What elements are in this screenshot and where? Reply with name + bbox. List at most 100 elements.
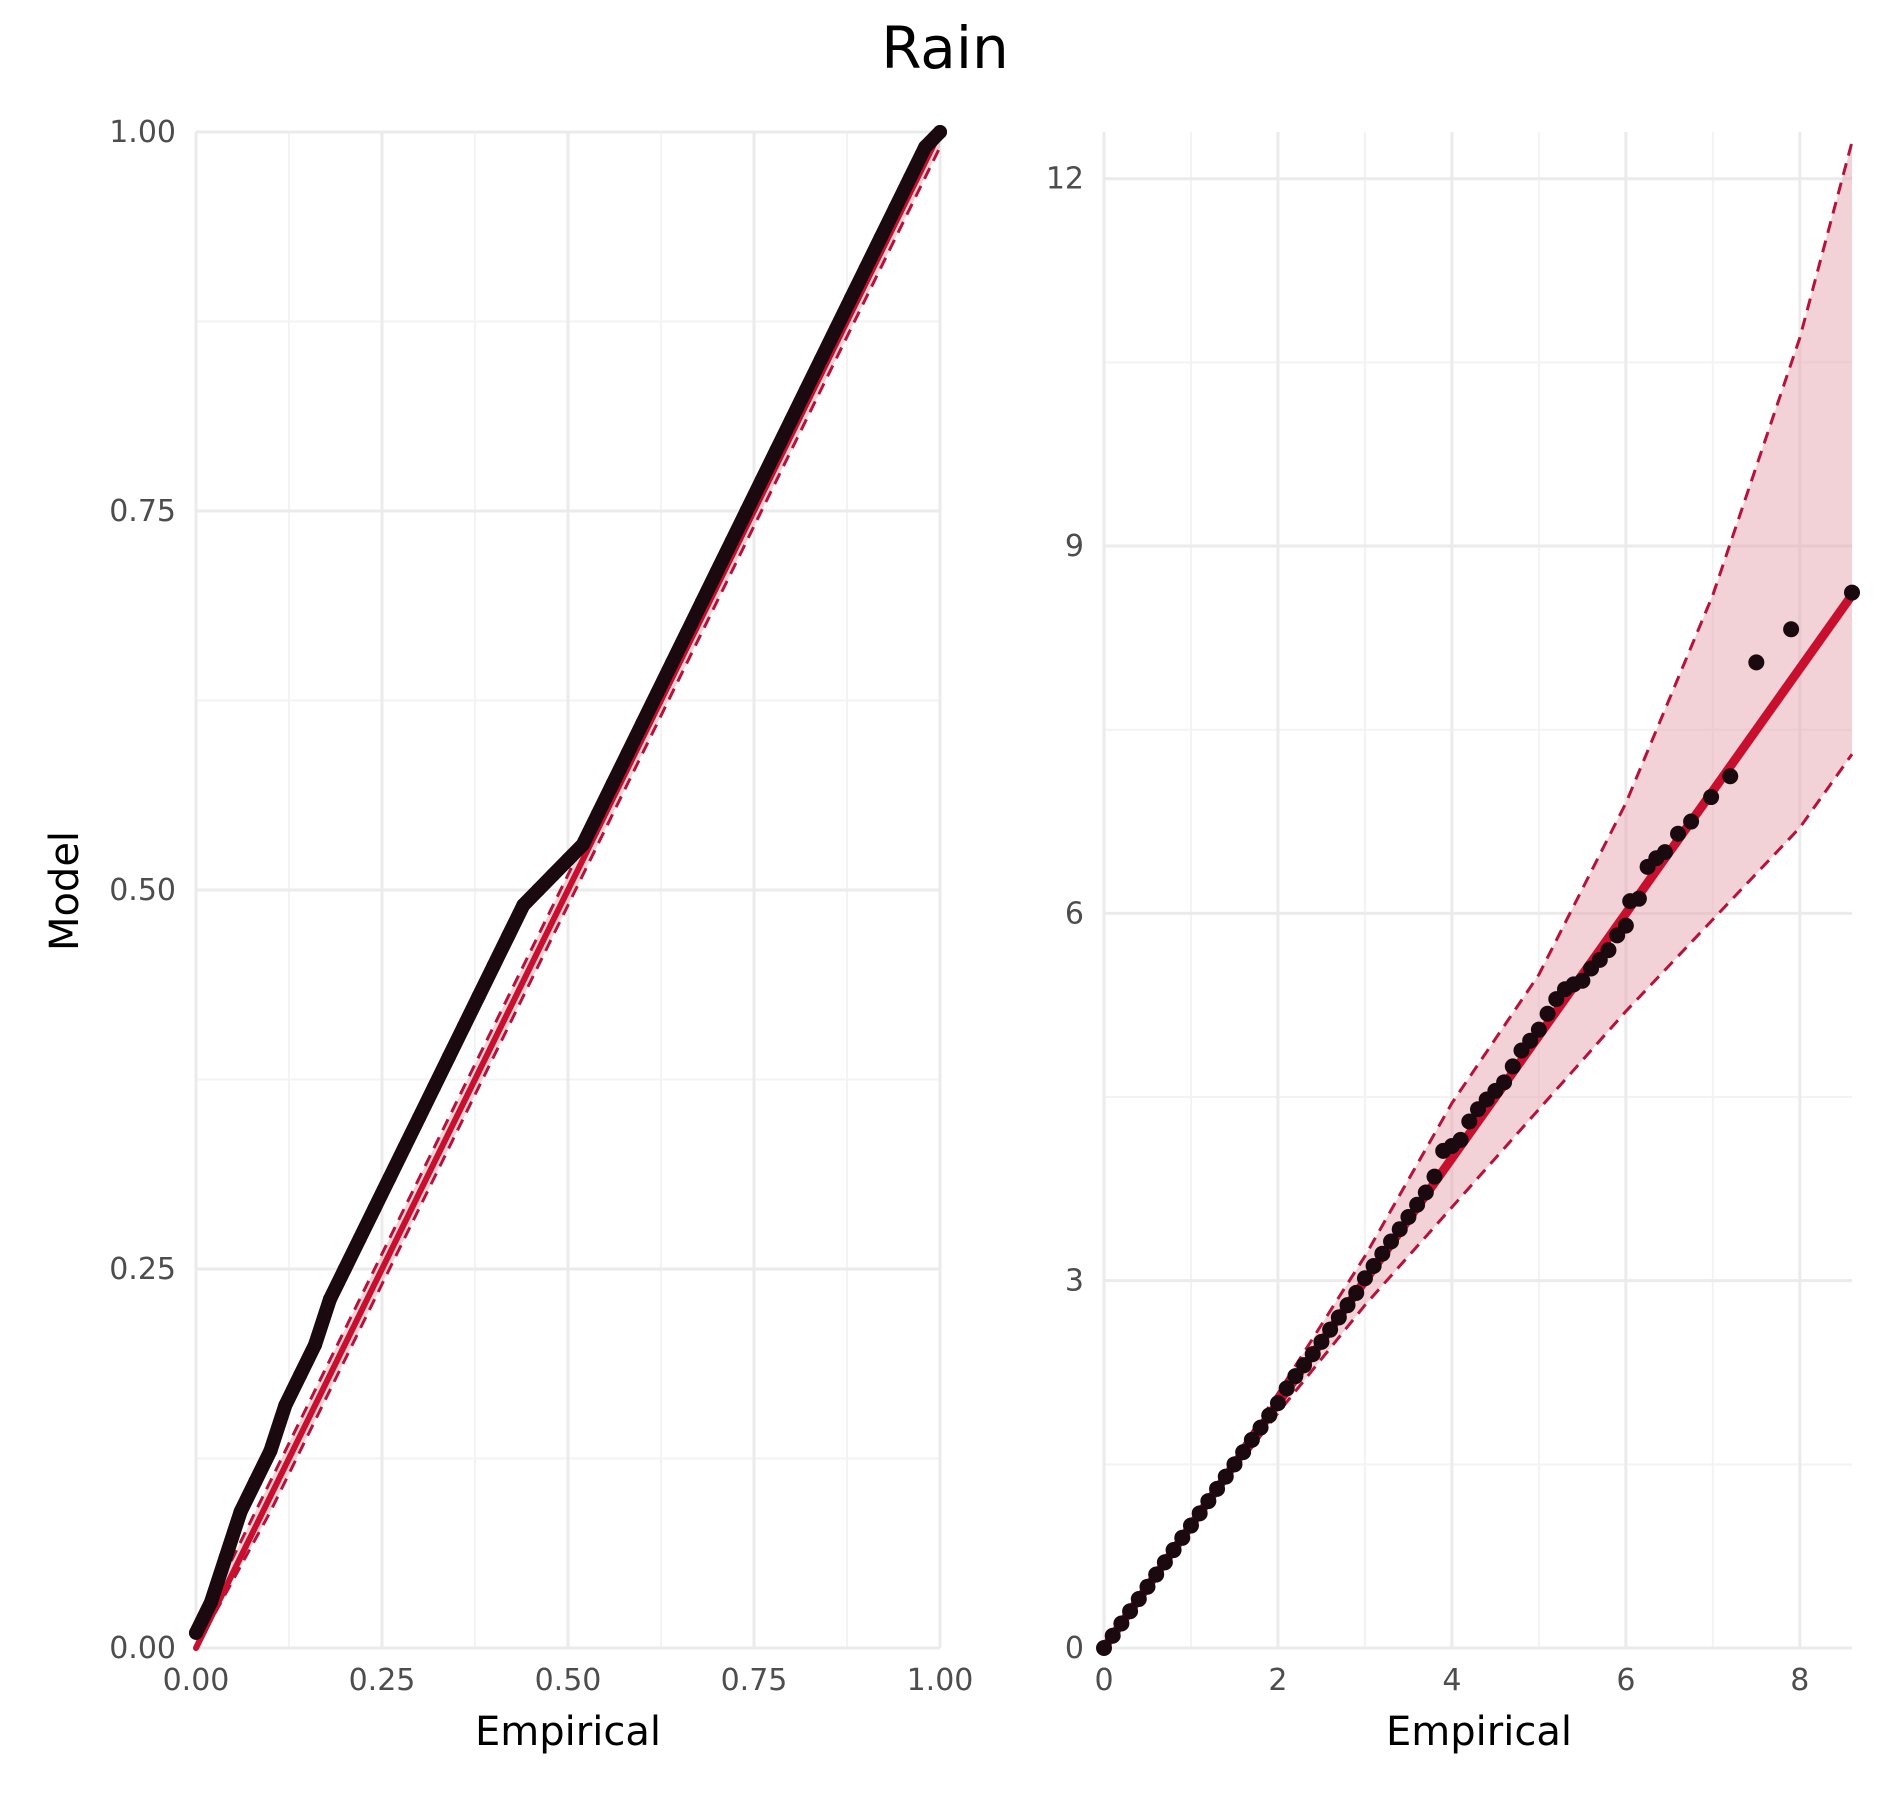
right-panel-point: [1139, 1578, 1156, 1595]
left-panel-points: [189, 125, 947, 1640]
left-panel-point: [665, 655, 680, 670]
right-panel-x-axis-title: Empirical: [1386, 1709, 1572, 1755]
right-panel-x-tick-label: 0: [1094, 1663, 1113, 1698]
right-panel-point: [1113, 1615, 1130, 1632]
left-panel-point: [352, 1231, 367, 1246]
left-panel-point: [933, 125, 947, 139]
left-panel-point: [278, 1398, 293, 1413]
left-panel-y-axis-title: Model: [42, 831, 88, 951]
right-panel-point: [1683, 813, 1700, 830]
right-panel-point: [1417, 1184, 1434, 1201]
left-panel-point: [382, 1171, 397, 1186]
left-panel-point: [754, 473, 769, 488]
left-panel-point: [620, 746, 635, 761]
right-panel-x-tick-label: 6: [1616, 1663, 1635, 1698]
left-panel-y-tick-label: 0.25: [109, 1252, 176, 1287]
right-panel-point: [1670, 825, 1687, 842]
left-panel-point: [858, 261, 873, 276]
right-panel-point: [1200, 1493, 1217, 1510]
right-panel-x-tick-label: 8: [1790, 1663, 1809, 1698]
right-panel-y-tick-label: 6: [1065, 896, 1084, 931]
right-panel-point: [1461, 1113, 1478, 1130]
right-panel-point: [1365, 1257, 1382, 1274]
right-panel-band-upper-line: [1102, 141, 1854, 1649]
right-panel-point: [1504, 1058, 1521, 1075]
left-panel-point: [263, 1443, 278, 1458]
left-panel-y-tick-label: 0.50: [109, 873, 176, 908]
right-panel-point: [1296, 1357, 1313, 1374]
left-panel-x-tick-label: 0.00: [163, 1663, 230, 1698]
right-panel-x-tick-label: 2: [1268, 1663, 1287, 1698]
right-panel-point: [1313, 1333, 1330, 1350]
right-panel-confidence-band: [1102, 141, 1854, 1649]
right-panel-point: [1096, 1640, 1112, 1656]
left-panel-point: [709, 564, 724, 579]
right-panel-point: [1748, 654, 1765, 671]
right-panel-point: [1191, 1505, 1208, 1522]
right-panel-point: [1617, 917, 1634, 934]
left-panel-point: [813, 352, 828, 367]
left-panel-point: [680, 625, 695, 640]
left-panel-x-tick-label: 0.50: [535, 1663, 602, 1698]
left-panel-point: [308, 1337, 323, 1352]
left-panel-point: [784, 413, 799, 428]
left-panel-point: [441, 1049, 456, 1064]
left-panel-point: [486, 958, 501, 973]
figure-title: Rain: [881, 14, 1008, 82]
left-panel-y-tick-label: 0.00: [109, 1631, 176, 1666]
left-panel-point: [546, 867, 561, 882]
left-panel-x-tick-labels: 0.00 0.25 0.50 0.75 1.00: [163, 1663, 974, 1698]
right-panel-band-area: [1104, 142, 1852, 1648]
right-panel-point: [1235, 1444, 1252, 1461]
right-panel-point: [1217, 1468, 1234, 1485]
right-panel-point: [1703, 789, 1720, 806]
right-panel-point: [1156, 1554, 1173, 1571]
left-panel-point: [873, 231, 888, 246]
right-panel-point: [1330, 1309, 1347, 1326]
left-panel-x-axis-title: Empirical: [475, 1709, 661, 1755]
left-panel-point: [456, 1019, 471, 1034]
right-panel-point: [1844, 584, 1860, 601]
left-panel-point: [605, 776, 620, 791]
left-panel-x-tick-label: 1.00: [907, 1663, 974, 1698]
right-panel-point: [1722, 768, 1739, 785]
left-panel-grid: [194, 130, 942, 1650]
right-panel-point: [1630, 890, 1647, 907]
right-panel-x-tick-labels: 0 2 4 6 8: [1094, 1663, 1809, 1698]
left-panel-point: [427, 1080, 442, 1095]
right-panel-point: [1374, 1245, 1391, 1262]
right-panel-point: [1356, 1270, 1373, 1287]
left-panel-x-tick-label: 0.25: [349, 1663, 416, 1698]
left-panel-point: [799, 382, 814, 397]
right-panel-point: [1278, 1380, 1295, 1397]
left-panel-point: [531, 883, 546, 897]
left-panel-point: [828, 322, 843, 337]
right-panel-point: [1104, 1627, 1121, 1644]
left-panel-point: [769, 443, 784, 458]
right-panel-point: [1252, 1419, 1269, 1436]
left-panel-point: [248, 1474, 263, 1489]
left-panel-x-tick-label: 0.75: [721, 1663, 788, 1698]
right-panel-point: [1148, 1566, 1165, 1583]
right-panel-point: [1657, 844, 1673, 861]
right-panel-point: [1522, 1032, 1539, 1049]
left-panel-point: [412, 1110, 427, 1125]
left-panel: 0.00 0.25 0.50 0.75 1.00 0.00 0.25 0.50 0.75 1.0…: [42, 115, 973, 1755]
right-panel-point: [1530, 1021, 1547, 1038]
right-panel-y-tick-label: 3: [1065, 1264, 1084, 1299]
left-panel-point: [561, 852, 575, 867]
right-panel-point: [1400, 1209, 1417, 1226]
right-panel-point: [1783, 621, 1800, 638]
right-panel-x-tick-label: 4: [1442, 1663, 1461, 1698]
left-panel-point: [903, 170, 918, 185]
right-panel-point: [1322, 1321, 1339, 1338]
right-panel-point: [1226, 1456, 1243, 1473]
right-panel-point: [1174, 1529, 1191, 1546]
right-panel-point: [1339, 1297, 1356, 1314]
right-panel: 0 2 4 6 8 0 3 6 9 12 Empirical: [1046, 132, 1860, 1755]
right-panel-point: [1574, 972, 1591, 989]
right-panel-y-tick-label: 12: [1046, 162, 1084, 197]
right-panel-point: [1496, 1074, 1513, 1091]
right-panel-point: [1426, 1168, 1443, 1185]
